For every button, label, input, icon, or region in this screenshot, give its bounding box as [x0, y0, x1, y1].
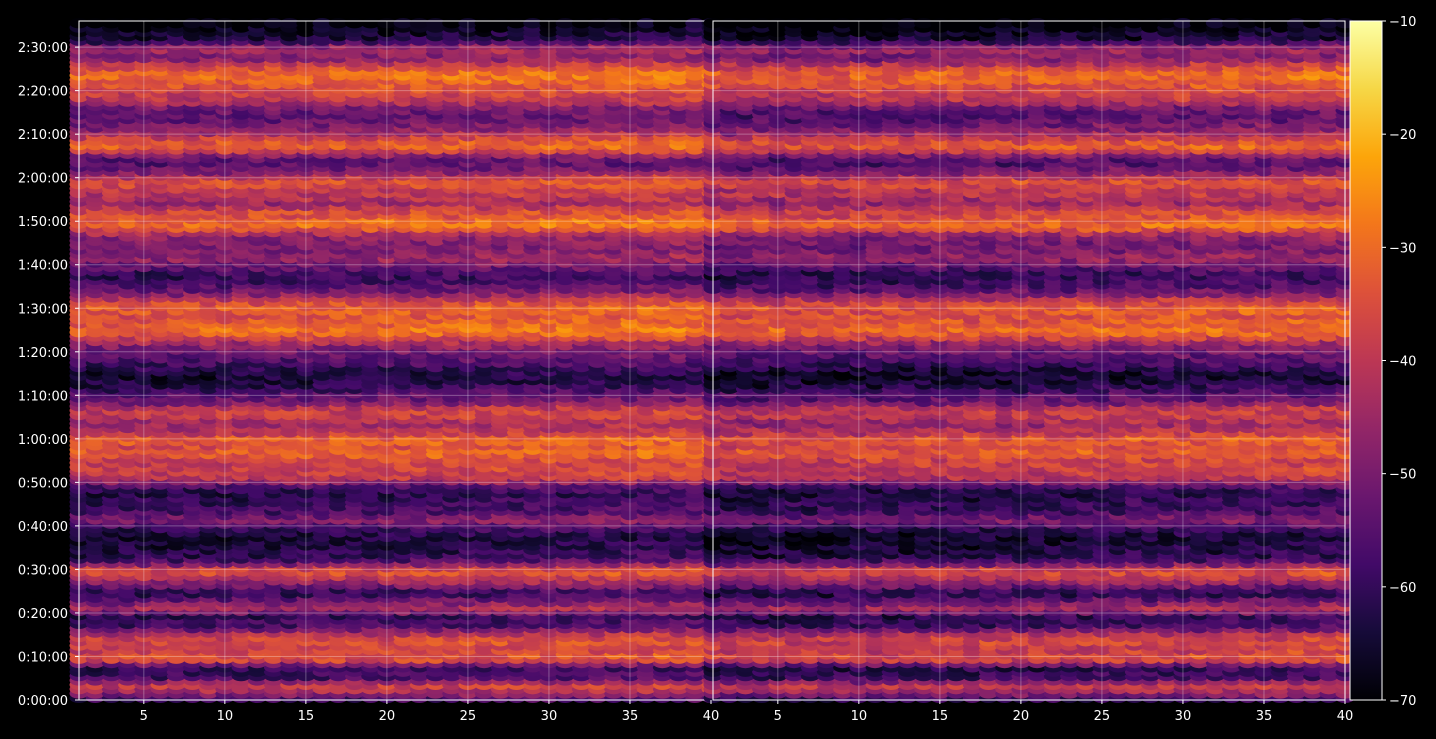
heatmap-panel-left	[69, 17, 721, 704]
